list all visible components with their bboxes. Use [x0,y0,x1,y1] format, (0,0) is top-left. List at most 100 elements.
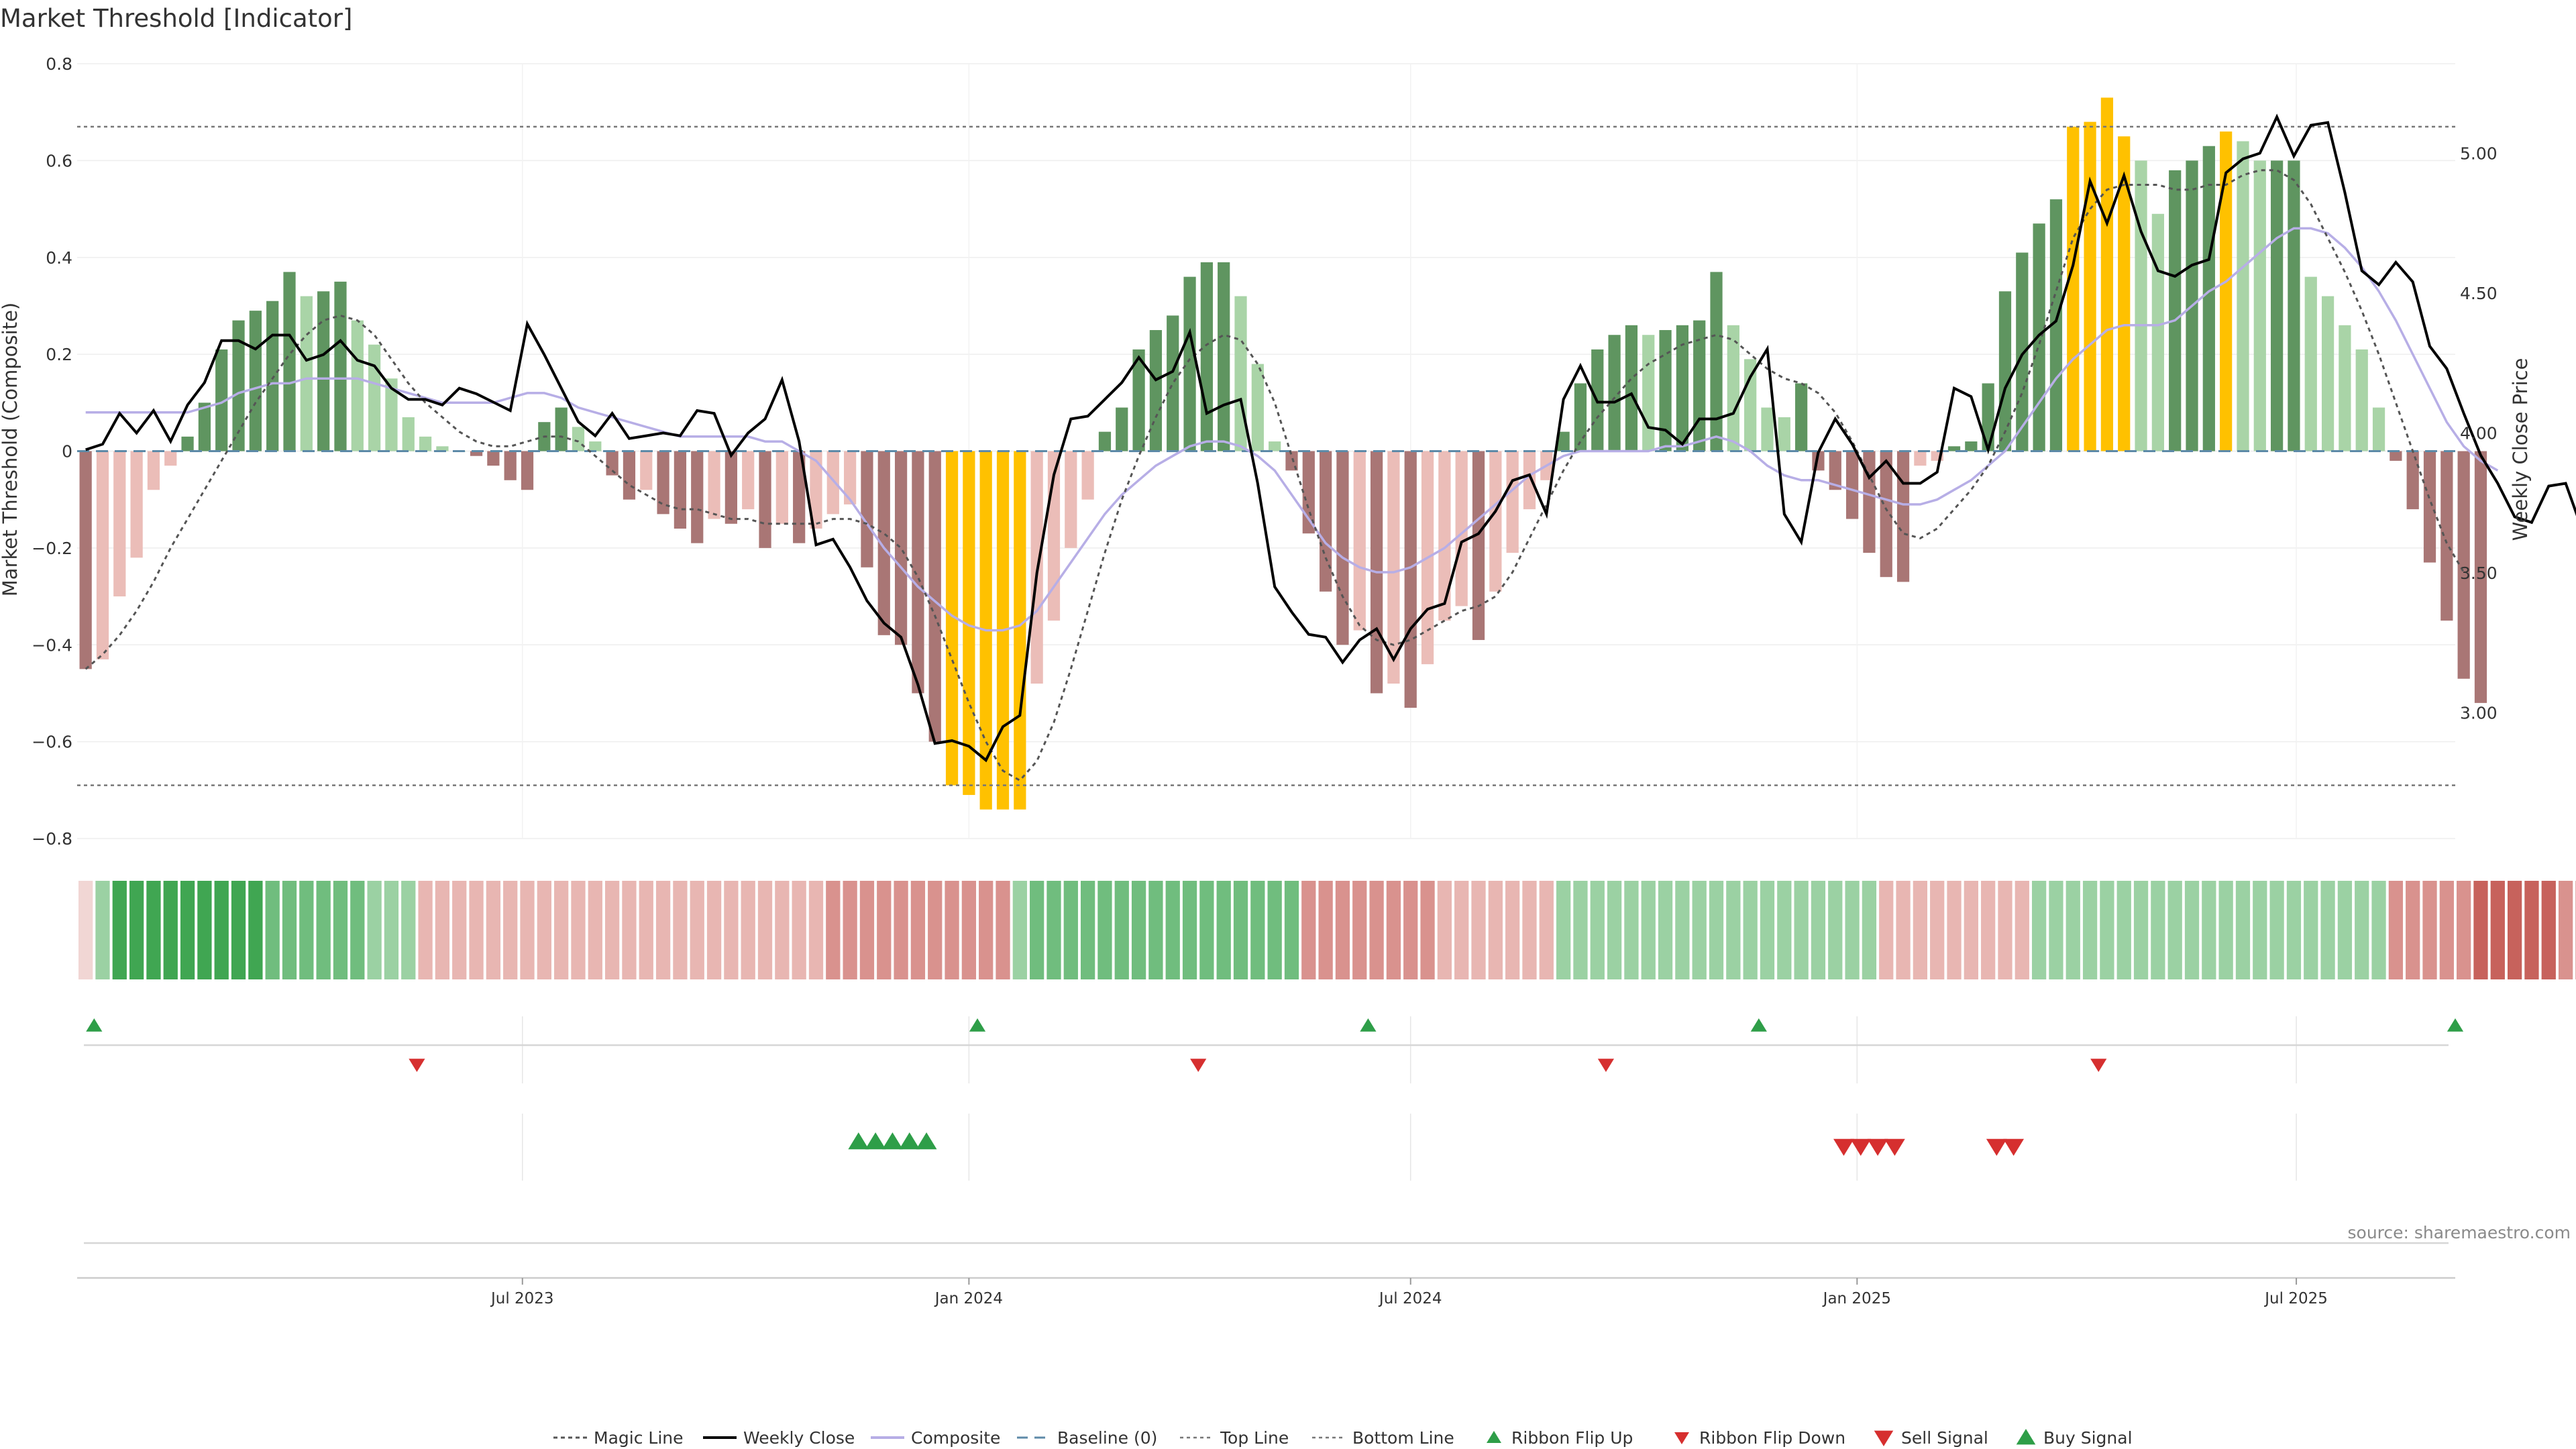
ribbon-flip-up-marker [1360,1018,1377,1032]
ribbon-segment [859,881,875,979]
composite-bar [1982,383,1994,451]
composite-bar [1183,276,1196,451]
composite-bar [742,451,755,510]
composite-bar [1625,325,1638,451]
ribbon-segment [877,881,892,979]
ribbon-segment [1063,881,1078,979]
ribbon-segment [757,881,773,979]
ribbon-segment [350,881,365,979]
composite-bar [1795,383,1808,451]
composite-bar [1965,441,1978,451]
ribbon-segment [2304,881,2318,979]
composite-bar [419,436,432,451]
ribbon-segment [1165,881,1180,979]
x-tick-label: Jan 2024 [934,1290,1003,1307]
legend-item-sell: Sell Signal [1874,1428,1988,1448]
composite-bar [113,451,126,597]
composite-bar [1896,451,1910,582]
sell-signal-marker [1884,1138,1905,1156]
ribbon-flip-down-marker [1597,1059,1615,1072]
legend-item-topline: Top Line [1180,1428,1289,1448]
ribbon-segment [2218,881,2233,979]
ribbon-segment [2473,881,2488,979]
ribbon-segment [928,881,943,979]
composite-bar [1947,446,1961,451]
ribbon-segment [639,881,653,979]
ribbon-segment [792,881,806,979]
composite-bar [147,451,160,490]
ribbon-segment [961,881,977,979]
composite-bar [2169,170,2182,451]
ribbon-segment [1811,881,1826,979]
composite-bars [79,97,2487,810]
ribbon-segment [1964,881,1978,979]
legend-label: Bottom Line [1352,1428,1454,1448]
composite-bar [1167,315,1179,451]
composite-bar [2440,451,2453,621]
ribbon-segment [2253,881,2267,979]
composite-bar [2135,160,2147,451]
ribbon-segment [808,881,824,979]
ribbon-flip-up-marker [86,1018,103,1032]
ribbon-segment [95,881,110,979]
ribbon-segment [2457,881,2471,979]
legend-item-flipdown: Ribbon Flip Down [1674,1428,1845,1448]
ribbon-segment [2507,881,2522,979]
ribbon-segment [604,881,620,979]
ribbon-segment [2184,881,2200,979]
ribbon-segment [452,881,467,979]
composite-bar [1455,451,1468,606]
ribbon-segment [2439,881,2454,979]
composite-bar [674,451,687,529]
ribbon-strip [78,881,2576,979]
ribbon-segment [2015,881,2029,979]
legend-label: Magic Line [594,1428,684,1448]
composite-bar [1320,451,1332,592]
x-tick-label: Jul 2025 [2263,1290,2328,1307]
composite-bar [724,451,737,524]
composite-bar [1404,451,1417,708]
ribbon-segment [1352,881,1367,979]
y-left-tick-label: −0.8 [32,829,72,849]
ribbon-flip-panel [84,1018,2464,1072]
ribbon-segment [1199,881,1214,979]
ribbon-segment [1641,881,1656,979]
composite-bar [1642,335,1655,451]
composite-bar [300,296,313,451]
legend-item-buy: Buy Signal [2016,1428,2133,1448]
ribbon-segment [588,881,602,979]
ribbon-segment [1403,881,1418,979]
composite-bar [555,407,568,451]
ribbon-segment [180,881,195,979]
ribbon-segment [1726,881,1741,979]
ribbon-segment [2422,881,2437,979]
composite-bar [877,451,890,635]
composite-bar [2423,451,2436,563]
composite-bar [793,451,806,543]
ribbon-segment [1182,881,1197,979]
ribbon-segment [384,881,399,979]
composite-bar [317,291,330,451]
ribbon-segment [129,881,144,979]
ribbon-flip-up-marker [2447,1018,2464,1032]
composite-bar [1727,325,1739,451]
legend-label: Weekly Close [743,1428,855,1448]
ribbon-segment [2031,881,2047,979]
legend-swatch [2016,1429,2036,1445]
legend-label: Top Line [1220,1428,1289,1448]
ribbon-segment [486,881,501,979]
ribbon-segment [1828,881,1843,979]
composite-bar [1676,325,1688,451]
composite-bar [2084,121,2096,451]
ribbon-segment [843,881,857,979]
composite-bar [589,441,602,451]
ribbon-segment [979,881,994,979]
composite-bar [1608,335,1621,451]
ribbon-segment [1318,881,1333,979]
ribbon-segment [1947,881,1962,979]
ribbon-segment [1692,881,1707,979]
buy-signal-marker [882,1132,903,1150]
ribbon-segment [1335,881,1350,979]
composite-bar [1845,451,1859,519]
composite-bar [1438,451,1451,621]
